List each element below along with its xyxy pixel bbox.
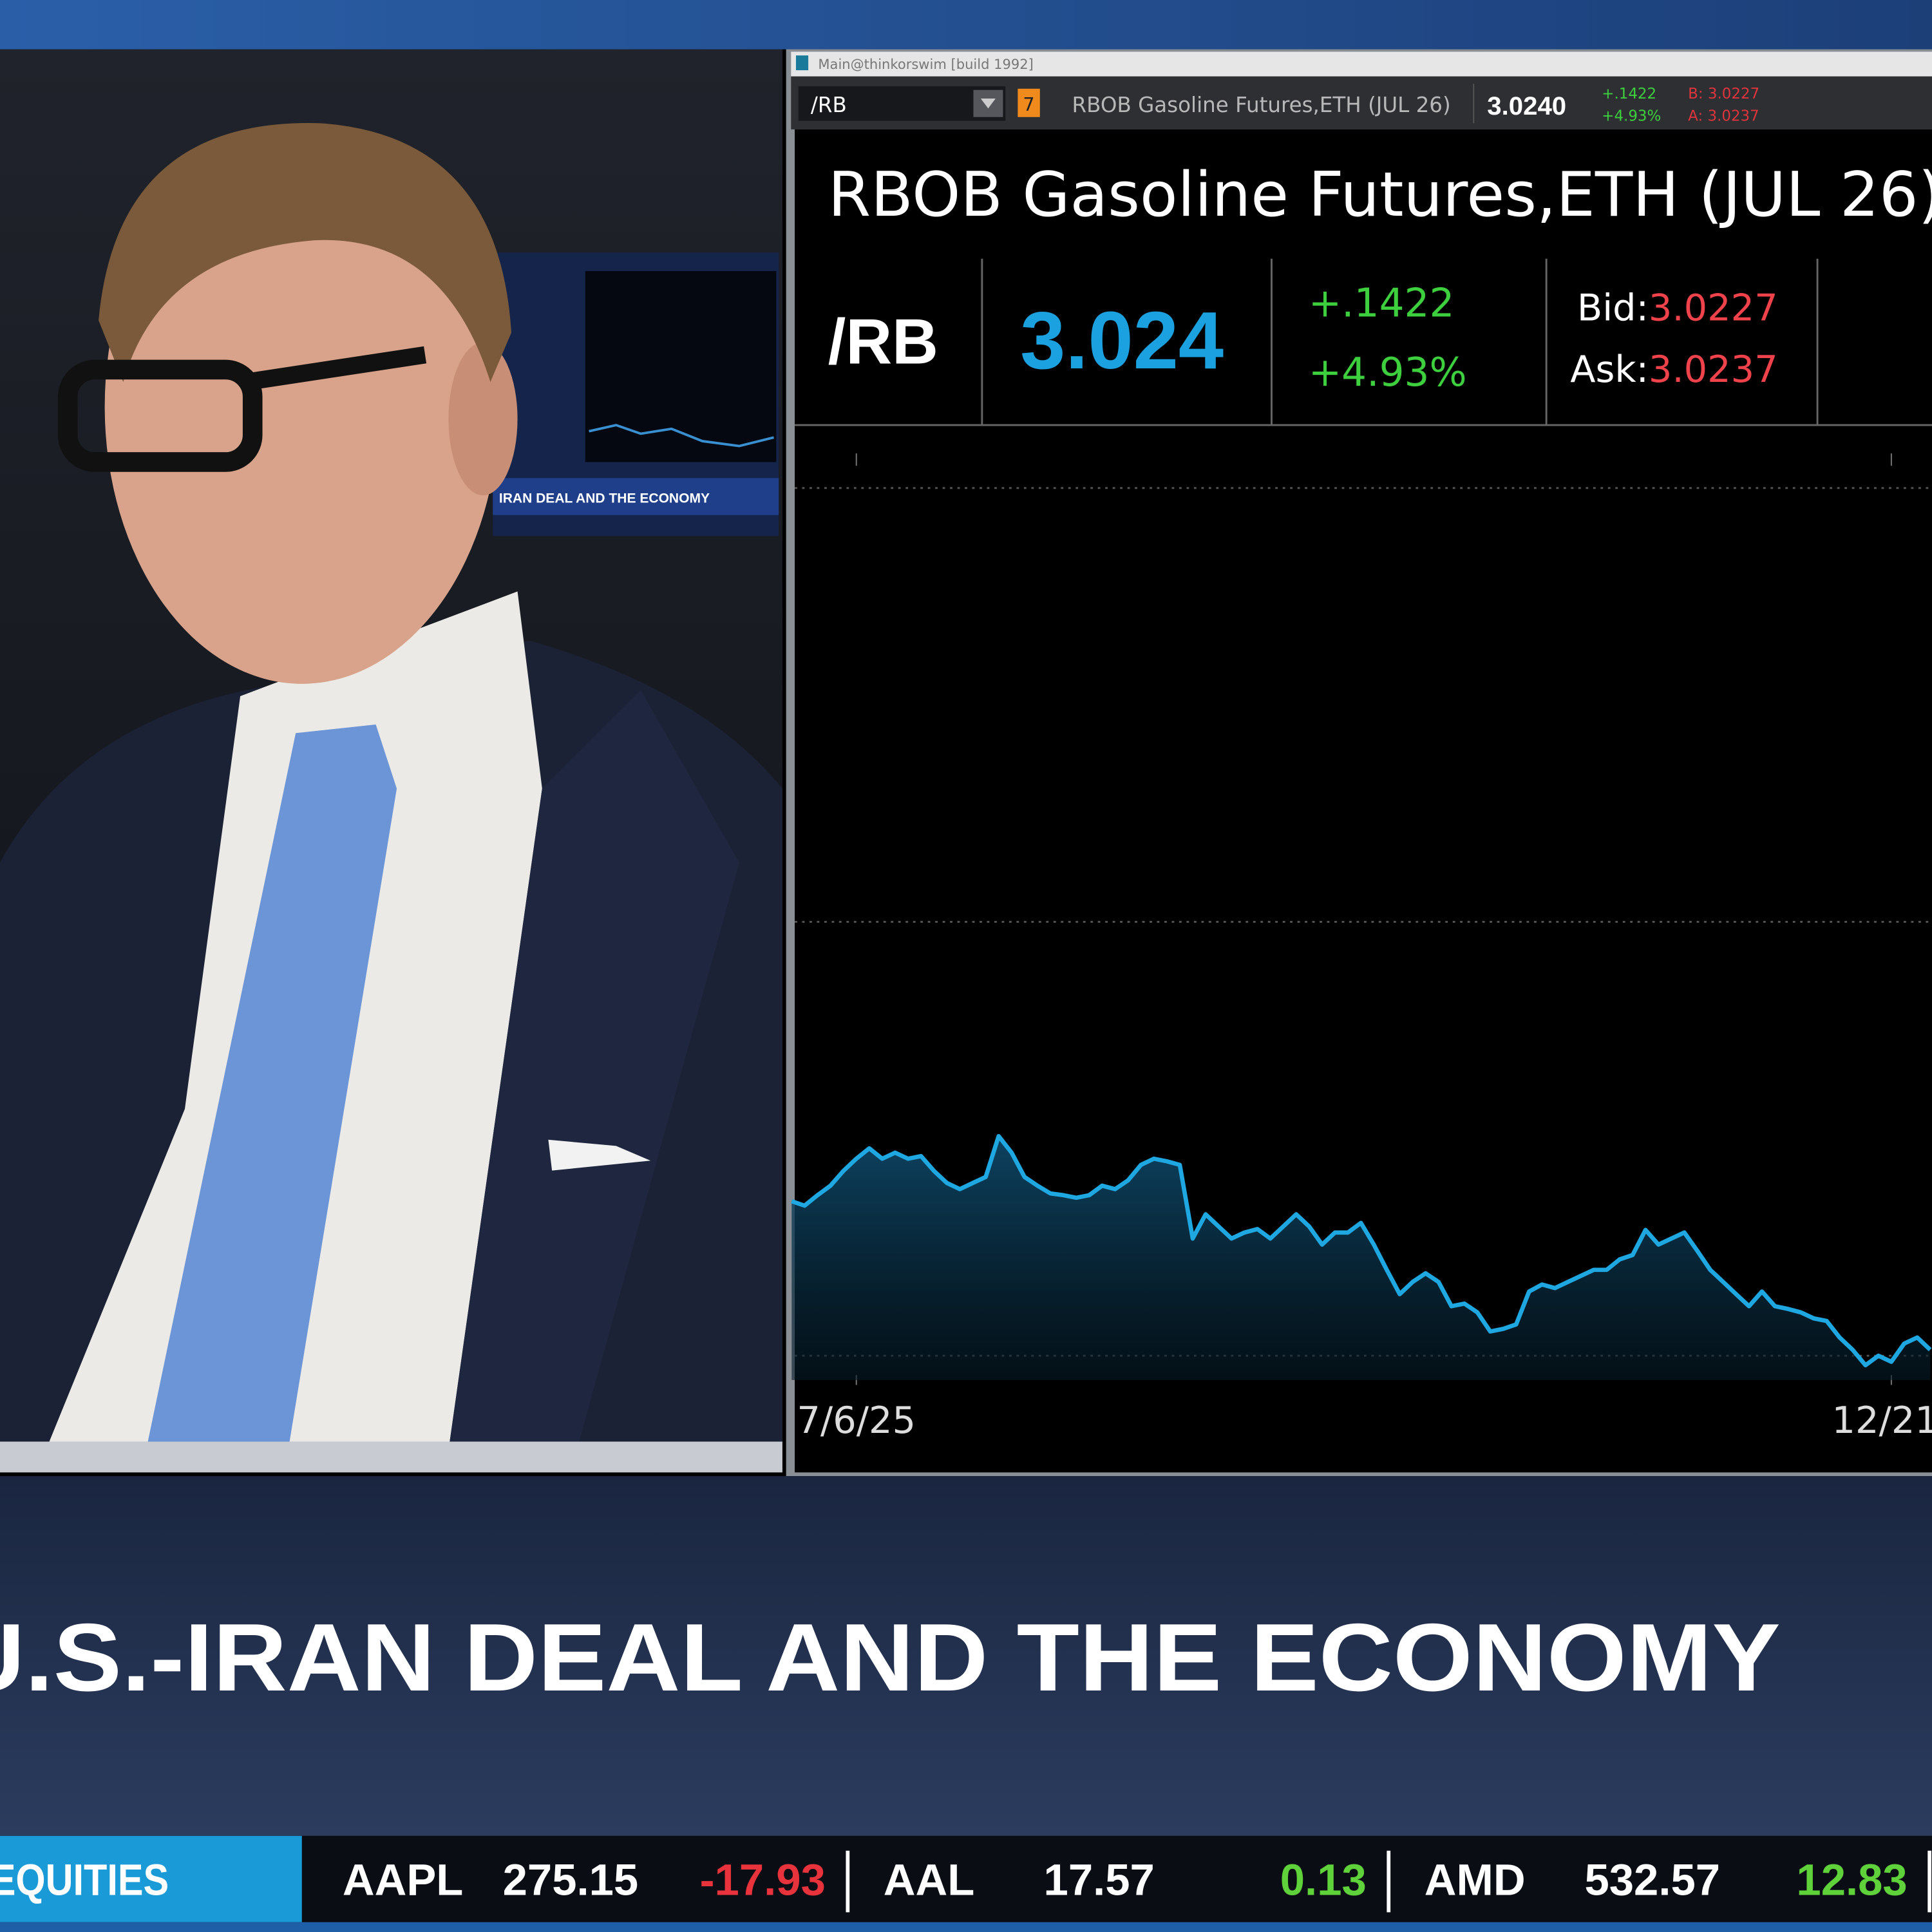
header-separators (795, 258, 1932, 426)
ticker-symbol: AMD (1425, 1855, 1526, 1905)
x-tick-label: 7/6/25 (797, 1399, 916, 1442)
title-bar (791, 52, 1932, 77)
ticker-price: 17.57 (1044, 1855, 1155, 1905)
ticker-items: AAPL 275.15 -17.93 AAL 17.57 0.13 AMD 532.57 12.… (343, 1850, 1932, 1913)
platform-window: Main@thinkorswim [build 1992] /RB 7 RBOB… (786, 49, 1932, 1477)
tie (147, 724, 397, 1442)
quote-symbol: /RB (811, 93, 847, 117)
ask-label: Ask: (1570, 348, 1649, 391)
monitor-caption: IRAN DEAL AND THE ECONOMY (499, 491, 710, 506)
lower-third (0, 1476, 1932, 1836)
quote-last: 3.0240 (1487, 91, 1566, 120)
ticker-symbol: AAPL (343, 1855, 463, 1905)
quote-percent: +4.93% (1602, 108, 1661, 124)
header-last: 3.024 (1020, 295, 1224, 386)
bottom-band (0, 1922, 1932, 1932)
ear (448, 342, 518, 496)
header-percent: +4.93% (1309, 350, 1467, 395)
link-badge[interactable] (1018, 88, 1040, 117)
ticker-section: EQUITIES (0, 1855, 169, 1905)
monitor-chart (585, 270, 777, 462)
quote-description: RBOB Gasoline Futures,ETH (JUL 26) (1072, 93, 1451, 117)
ticker-change: 0.13 (1280, 1855, 1367, 1905)
symbol-box[interactable] (798, 86, 1006, 121)
ask-value: 3.0237 (1649, 348, 1778, 391)
ticker-change: 12.83 (1796, 1855, 1907, 1905)
ticker-price: 275.15 (503, 1855, 639, 1905)
header-symbol: /RB (828, 306, 938, 377)
window-title: Main@thinkorswim [build 1992] (818, 56, 1033, 72)
glasses-temple (245, 346, 427, 391)
glasses (57, 359, 263, 472)
price-chart: 7/6/25 12/21/ (791, 453, 1932, 1442)
header-change: +.1422 (1309, 281, 1455, 327)
bid-label: Bid: (1577, 286, 1649, 329)
panel-edge (0, 1441, 782, 1473)
bid-value: 3.0227 (1649, 286, 1778, 329)
quote-bid: B: 3.0227 (1688, 86, 1759, 102)
x-tick-label: 12/21/ (1832, 1399, 1932, 1442)
video-panel: IRAN DEAL AND THE ECONOMY (0, 49, 782, 1473)
link-badge-text: 7 (1023, 93, 1034, 115)
ticker-price: 532.57 (1584, 1855, 1720, 1905)
lapel (450, 690, 739, 1442)
chart-title: RBOB Gasoline Futures,ETH (JUL 26) (828, 158, 1932, 231)
quote-change: +.1422 (1602, 86, 1656, 102)
ticker-symbol: AAL (884, 1855, 975, 1905)
hair (99, 123, 512, 383)
monitor-bar (493, 478, 779, 515)
ticker-section-box (0, 1835, 302, 1922)
price-line (791, 1133, 1932, 1368)
quote-ask: A: 3.0237 (1688, 108, 1759, 124)
monitor-line (589, 424, 774, 448)
top-band (0, 0, 1932, 50)
pocket-square (548, 1139, 651, 1171)
price-area (791, 1136, 1931, 1380)
dropdown-arrow (980, 99, 996, 109)
headline: U.S.-IRAN DEAL AND THE ECONOMY (0, 1604, 1781, 1711)
ticker-change: -17.93 (700, 1855, 826, 1905)
ticker-bar (0, 1835, 1932, 1922)
app-icon (795, 55, 809, 71)
